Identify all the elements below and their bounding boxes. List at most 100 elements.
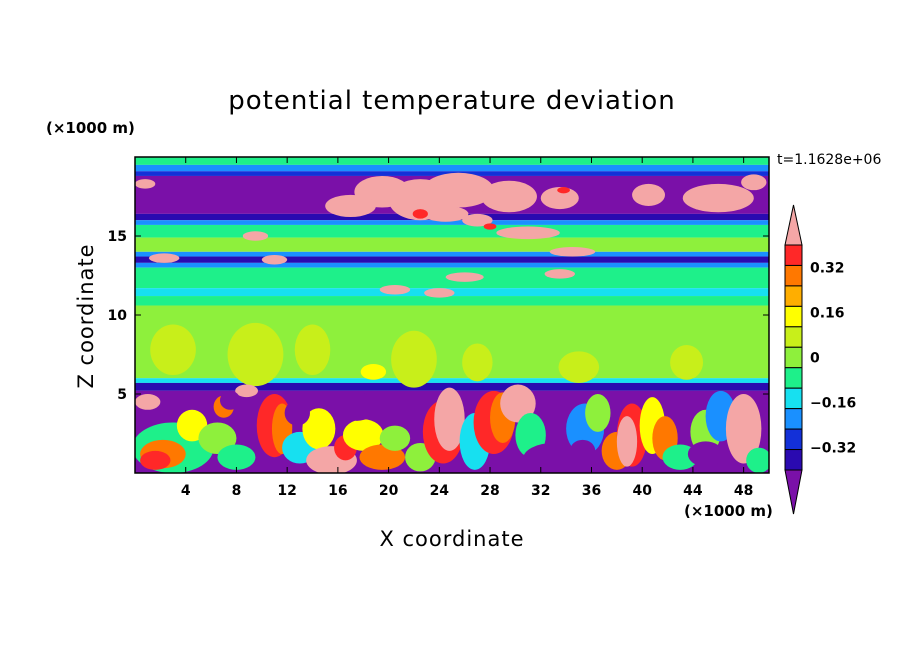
contour-blob — [424, 288, 455, 298]
contour-band — [135, 251, 769, 257]
colorbar — [784, 204, 803, 515]
contour-blob — [302, 408, 336, 450]
contour-blob — [150, 324, 196, 376]
contour-blob — [422, 205, 469, 222]
x-tick-label: 40 — [632, 483, 652, 499]
contour-blob — [325, 194, 376, 218]
x-tick-label: 44 — [683, 483, 703, 499]
contour-band — [135, 296, 769, 306]
colorbar-segment — [784, 428, 803, 451]
colorbar-ticks: 0.32 0.16 0 −0.16 −0.32 — [810, 261, 856, 457]
contour-band — [135, 157, 769, 165]
contour-blob — [379, 284, 411, 295]
x-tick-label: 28 — [480, 483, 499, 499]
y-axis-unit-label: (×1000 m) — [46, 119, 135, 137]
contour-blob — [242, 231, 269, 241]
contour-blob — [412, 209, 428, 219]
contour-field — [135, 157, 769, 473]
colorbar-tick-label: −0.16 — [810, 396, 856, 412]
contour-band — [135, 164, 769, 172]
colorbar-tick-label: 0.32 — [810, 261, 845, 277]
x-tick-label: 20 — [379, 483, 399, 499]
x-tick-label: 48 — [734, 483, 753, 499]
x-tick-label: 16 — [328, 483, 347, 499]
colorbar-segment — [784, 408, 803, 430]
contour-blob — [235, 384, 258, 398]
contour-blob — [261, 254, 288, 265]
contour-blob — [462, 343, 493, 382]
y-tick-label: 10 — [108, 308, 128, 324]
contour-blob — [422, 172, 494, 208]
contour-band — [135, 224, 769, 238]
x-tick-label: 8 — [232, 483, 242, 499]
contour-blob — [725, 394, 762, 464]
contour-blob — [135, 179, 156, 189]
y-axis-ticks: 5 10 15 — [108, 229, 769, 403]
contour-blob — [379, 425, 411, 451]
contour-blob — [496, 226, 560, 240]
colorbar-segment — [784, 367, 803, 389]
colorbar-tick-label: 0 — [810, 351, 820, 367]
contour-blob — [217, 444, 256, 470]
contour-blob — [360, 363, 387, 380]
contour-blob — [558, 351, 600, 383]
contour-blob — [557, 187, 570, 194]
contour-blob — [481, 180, 537, 213]
contour-blob — [227, 322, 284, 387]
x-tick-label: 24 — [430, 483, 450, 499]
contour-blob — [746, 447, 769, 473]
time-label: t=1.1628e+06 — [777, 152, 882, 168]
contour-blob — [342, 419, 384, 451]
contour-blob — [135, 394, 161, 410]
contour-blob — [391, 330, 437, 388]
contour-band — [135, 262, 769, 268]
contour-band — [135, 378, 769, 383]
contour-blob — [523, 442, 584, 473]
contour-blob — [337, 392, 376, 421]
colorbar-segment — [784, 285, 803, 307]
x-tick-label: 4 — [181, 483, 191, 499]
colorbar-segment — [784, 449, 803, 471]
contour-band — [135, 256, 769, 263]
contour-blob — [500, 384, 536, 423]
contour-blob — [483, 223, 497, 230]
colorbar-bottom-arrow — [784, 469, 803, 515]
colorbar-top-arrow — [784, 204, 803, 246]
contour-blob — [284, 400, 310, 426]
colorbar-tick-label: −0.32 — [810, 441, 856, 457]
colorbar-segment — [784, 387, 803, 410]
contour-blob — [549, 247, 596, 257]
contour-blob — [434, 387, 465, 451]
contour-blob — [445, 272, 484, 282]
y-tick-label: 5 — [117, 387, 127, 403]
contour-blob — [359, 444, 406, 470]
contour-blob — [687, 441, 724, 467]
contour-blob — [198, 422, 237, 455]
x-axis-unit-label: (×1000 m) — [684, 502, 773, 520]
contour-blob — [140, 450, 171, 470]
colorbar-segment — [784, 346, 803, 369]
contour-blob — [585, 394, 611, 432]
contour-blob — [682, 183, 754, 213]
contour-blob — [294, 324, 331, 376]
contour-blob — [569, 439, 596, 462]
contour-band — [135, 237, 769, 252]
contour-blob — [544, 269, 575, 279]
contour-band — [135, 220, 769, 225]
colorbar-segment — [784, 264, 803, 287]
contour-blob — [540, 187, 579, 210]
contour-blob — [632, 183, 666, 206]
x-tick-label: 36 — [582, 483, 601, 499]
contour-band — [135, 382, 769, 391]
x-axis-ticks: 4 8 12 16 20 24 28 32 36 40 44 48 — [181, 157, 753, 499]
colorbar-segment — [784, 326, 803, 348]
contour-blob — [462, 213, 493, 227]
colorbar-segment — [784, 244, 803, 266]
y-tick-label: 15 — [108, 229, 127, 245]
colorbar-segment — [784, 305, 803, 328]
x-tick-label: 32 — [531, 483, 550, 499]
colorbar-tick-label: 0.16 — [810, 306, 845, 322]
chart-title: potential temperature deviation — [228, 86, 676, 116]
contour-blob — [148, 253, 180, 263]
